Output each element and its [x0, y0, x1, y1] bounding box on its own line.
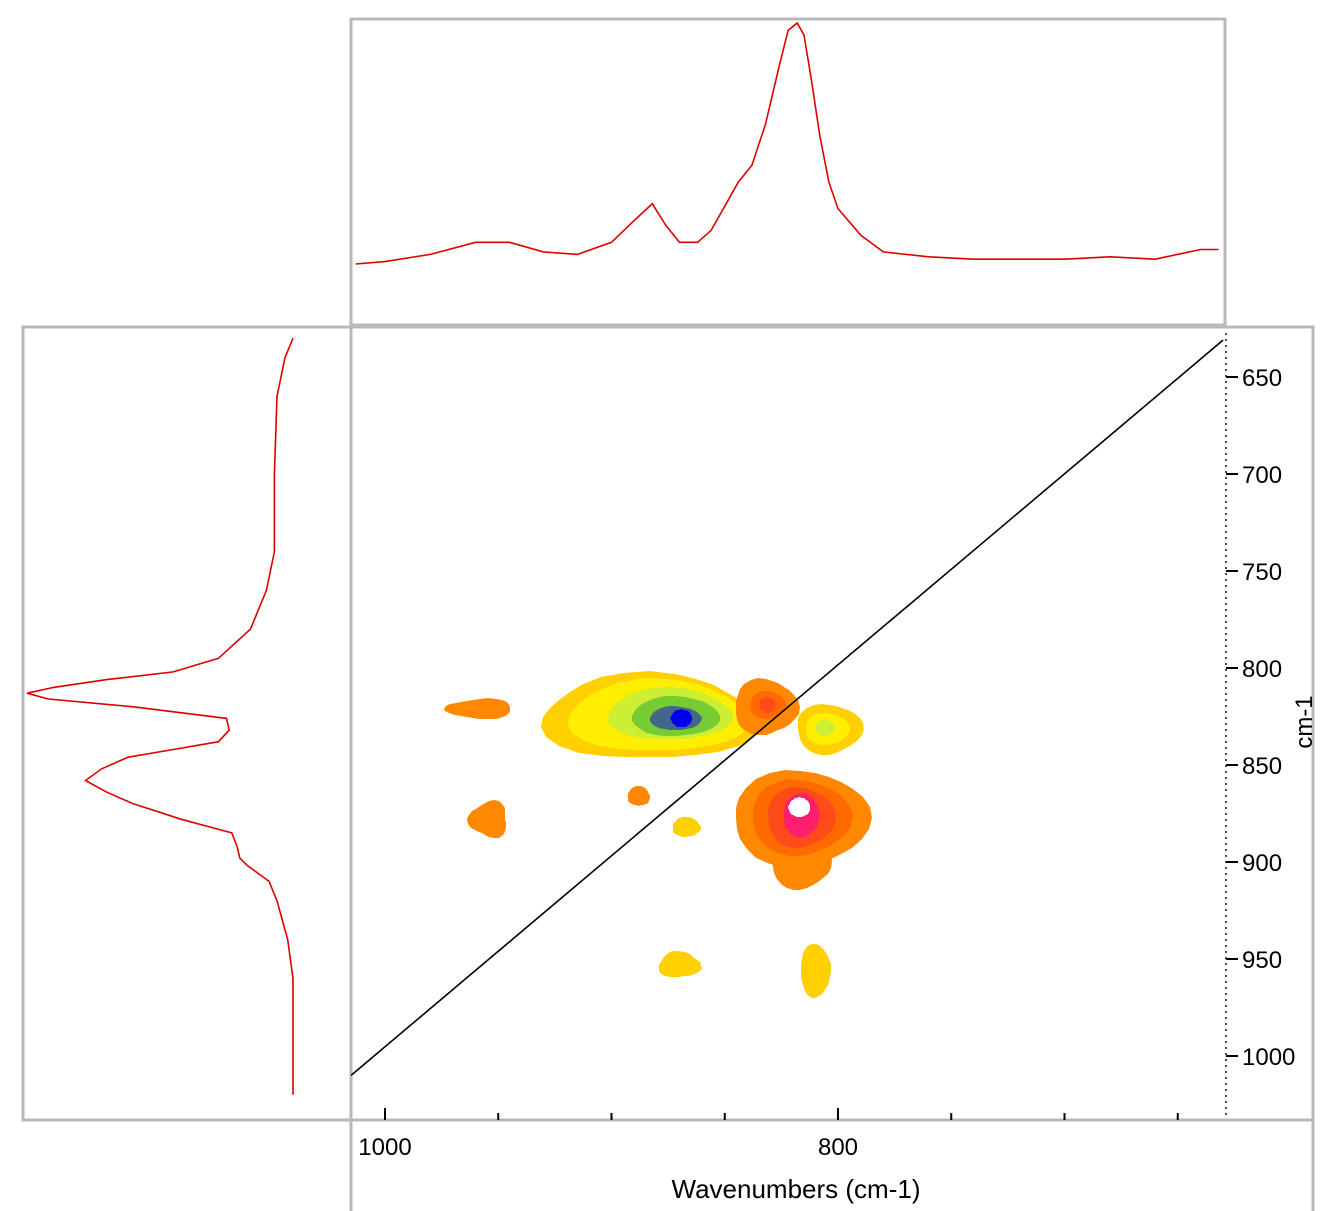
y-tick-label-1000: 1000	[1242, 1044, 1295, 1071]
left-spectrum-frame	[21, 325, 353, 1122]
y-tick-label-700: 700	[1242, 462, 1282, 489]
y-axis: 650 700 750 800 850 900 950 1000	[1225, 333, 1295, 1118]
peak-888-866	[628, 786, 650, 806]
y-tick-label-850: 850	[1242, 753, 1282, 780]
peak-810-956	[801, 944, 831, 998]
peak-870-953	[659, 951, 702, 977]
x-axis-label: Wavenumbers (cm-1)	[672, 1174, 921, 1204]
y-tick-label-650: 650	[1242, 365, 1282, 392]
left-spectrum-line	[26, 337, 294, 1095]
peak-870-826-level6	[670, 709, 692, 727]
peak-867-882	[673, 817, 701, 837]
peak-832-818-level3	[760, 697, 776, 713]
y-tick-label-950: 950	[1242, 947, 1282, 974]
y-tick-label-900: 900	[1242, 850, 1282, 877]
peak-817-876-level5	[788, 797, 810, 817]
y-tick-label-800: 800	[1242, 656, 1282, 683]
x-tick-label-1000: 1000	[358, 1134, 411, 1161]
peak-958-821	[444, 698, 510, 719]
peak-805-833-level3	[815, 720, 835, 736]
diagonal-line	[350, 339, 1224, 1077]
contour-map	[444, 671, 872, 998]
top-spectrum-line	[355, 21, 1219, 265]
peak-954-878	[467, 800, 506, 838]
x-tick-label-800: 800	[818, 1134, 858, 1161]
x-axis: 1000 800	[358, 1108, 1179, 1161]
y-axis-label: cm-1	[1291, 695, 1318, 748]
y-tick-label-750: 750	[1242, 559, 1282, 586]
top-spectrum-frame	[349, 17, 1227, 327]
